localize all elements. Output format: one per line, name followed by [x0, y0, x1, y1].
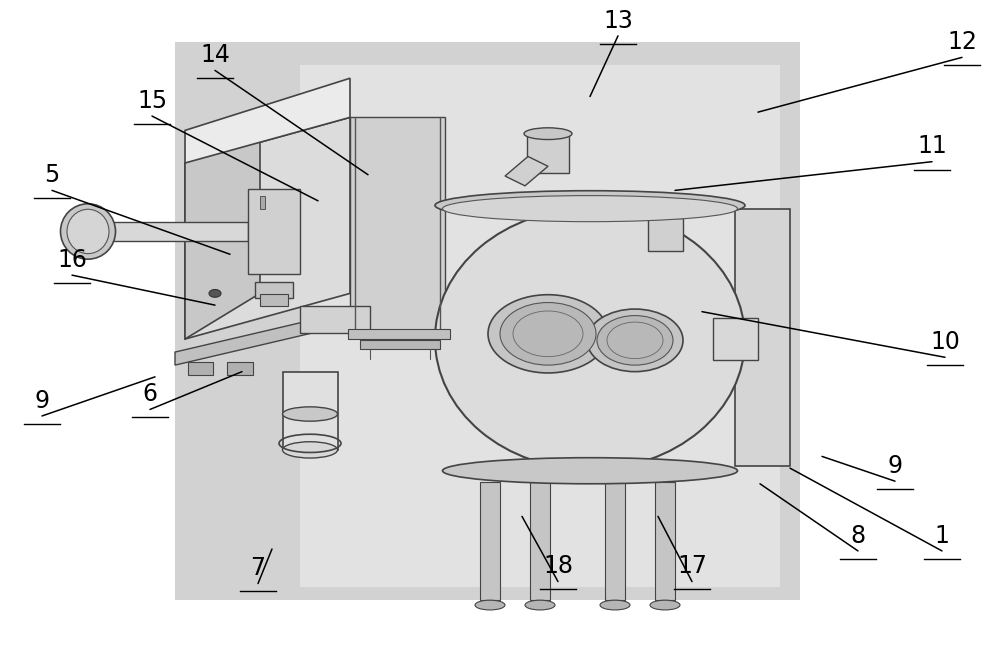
Polygon shape [480, 482, 500, 600]
Text: 17: 17 [677, 554, 707, 578]
Text: 13: 13 [603, 8, 633, 33]
Text: 1: 1 [935, 524, 949, 548]
Text: 11: 11 [917, 134, 947, 158]
Ellipse shape [67, 209, 109, 254]
Text: 15: 15 [137, 89, 167, 113]
Text: 18: 18 [543, 554, 573, 578]
Polygon shape [185, 117, 350, 339]
Text: 6: 6 [143, 382, 158, 406]
Polygon shape [175, 42, 800, 600]
Text: 12: 12 [947, 30, 977, 54]
Polygon shape [185, 78, 350, 163]
Polygon shape [300, 65, 780, 587]
Text: 9: 9 [34, 389, 50, 413]
Text: 5: 5 [44, 163, 60, 187]
Polygon shape [735, 209, 790, 466]
Ellipse shape [525, 600, 555, 610]
Polygon shape [175, 306, 370, 365]
Ellipse shape [60, 203, 116, 259]
Bar [227, 362, 252, 375]
Text: 8: 8 [850, 524, 866, 548]
Polygon shape [260, 196, 265, 209]
Circle shape [500, 303, 596, 365]
Ellipse shape [435, 209, 745, 469]
Bar [648, 218, 683, 251]
Ellipse shape [283, 442, 338, 458]
Bar [283, 372, 338, 450]
Ellipse shape [650, 600, 680, 610]
Polygon shape [348, 329, 450, 339]
Bar [188, 362, 212, 375]
Bar [260, 294, 288, 306]
Polygon shape [360, 340, 440, 349]
Polygon shape [95, 222, 248, 241]
Ellipse shape [283, 407, 338, 421]
Bar [527, 134, 569, 173]
Ellipse shape [442, 196, 738, 222]
Text: 7: 7 [250, 556, 266, 580]
Circle shape [488, 295, 608, 373]
Circle shape [209, 289, 221, 297]
Circle shape [597, 316, 673, 365]
Ellipse shape [442, 458, 738, 484]
Polygon shape [530, 482, 550, 600]
Polygon shape [248, 189, 300, 274]
Text: 14: 14 [200, 43, 230, 67]
Text: 10: 10 [930, 330, 960, 354]
Ellipse shape [524, 128, 572, 140]
Polygon shape [185, 117, 260, 339]
Text: 16: 16 [57, 248, 87, 272]
Ellipse shape [435, 190, 745, 220]
Polygon shape [300, 306, 370, 333]
Text: 9: 9 [888, 454, 902, 478]
Polygon shape [605, 482, 625, 600]
Bar [712, 318, 758, 360]
Bar [255, 282, 293, 298]
Polygon shape [350, 117, 445, 333]
Polygon shape [655, 482, 675, 600]
Ellipse shape [475, 600, 505, 610]
Ellipse shape [600, 600, 630, 610]
Polygon shape [505, 156, 548, 186]
Circle shape [587, 309, 683, 372]
